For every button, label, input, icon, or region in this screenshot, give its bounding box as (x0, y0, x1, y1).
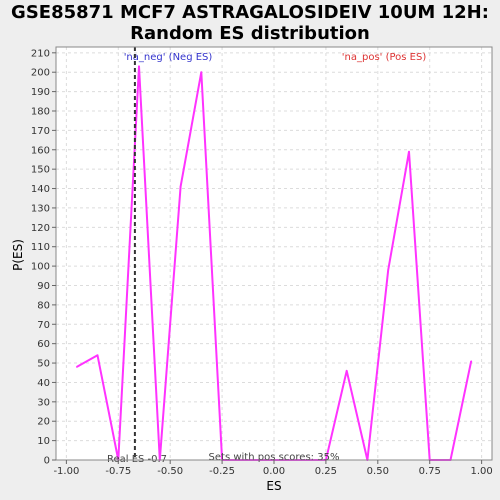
x-tick-label: 1.00 (470, 466, 492, 477)
y-tick-label: 160 (31, 145, 50, 156)
y-tick-label: 110 (31, 242, 50, 253)
es-data-point (138, 65, 140, 68)
y-tick-label: 80 (37, 300, 50, 311)
es-data-point (179, 185, 182, 188)
es-data-point (345, 370, 348, 372)
x-axis-label: ES (266, 479, 281, 493)
y-tick-label: 30 (37, 397, 50, 408)
y-tick-label: 70 (37, 320, 50, 331)
y-tick-label: 150 (31, 165, 50, 176)
y-tick-label: 140 (31, 184, 50, 195)
y-tick-label: 20 (37, 417, 50, 428)
axis-layer: 0 10 20 30 40 50 60 70 80 90 100 110 120 130 140 150 160… (31, 48, 493, 477)
y-tick-label: 120 (31, 223, 50, 234)
chart-title-line1: GSE85871 MCF7 ASTRAGALOSIDEIV 10UM 12H: (11, 2, 489, 23)
pos-es-label: 'na_pos' (Pos ES) (342, 52, 427, 63)
pos-scores-label: Sets with pos scores: 35% (209, 452, 340, 463)
x-tick-label: 0.50 (367, 466, 389, 477)
grid-layer (56, 47, 492, 460)
es-data-point (387, 269, 389, 271)
y-tick-label: 190 (31, 87, 50, 98)
y-tick-label: 170 (31, 126, 50, 137)
x-tick-label: 0.75 (419, 466, 441, 477)
y-axis-label: P(ES) (11, 239, 25, 271)
y-tick-label: 50 (37, 359, 50, 370)
es-data-point (200, 71, 203, 74)
y-tick-label: 180 (31, 106, 50, 117)
x-tick-label: -1.00 (53, 466, 79, 477)
es-data-point (75, 366, 78, 368)
neg-es-label: 'na_neg' (Neg ES) (124, 52, 213, 63)
y-tick-label: 40 (37, 378, 50, 389)
y-tick-label: 0 (44, 456, 50, 467)
y-tick-label: 210 (31, 48, 50, 59)
x-tick-label: 0.00 (263, 466, 285, 477)
y-tick-label: 60 (37, 339, 50, 350)
x-tick-label: 0.25 (315, 466, 337, 477)
chart-title-line2: Random ES distribution (130, 23, 370, 44)
es-data-point (96, 354, 99, 357)
y-tick-label: 200 (31, 68, 50, 79)
x-tick-label: -0.25 (209, 466, 235, 477)
x-tick-label: -0.50 (157, 466, 183, 477)
y-tick-label: 90 (37, 281, 50, 292)
y-tick-label: 100 (31, 262, 50, 273)
y-tick-label: 130 (31, 203, 50, 214)
y-tick-label: 10 (37, 436, 50, 447)
x-tick-label: -0.75 (105, 466, 131, 477)
es-data-point (470, 360, 473, 362)
es-data-point (408, 150, 410, 153)
